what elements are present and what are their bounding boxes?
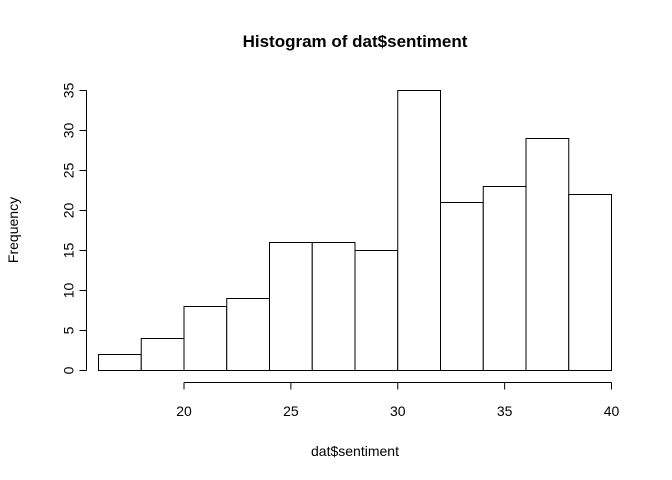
histogram-bar: [269, 242, 313, 371]
histogram-bar: [440, 202, 484, 371]
y-tick-label: 10: [61, 283, 77, 299]
x-axis-label: dat$sentiment: [311, 443, 399, 459]
histogram-bar: [226, 298, 270, 371]
x-axis: 20 25 30 35 40: [176, 382, 620, 419]
histogram-bar: [98, 354, 142, 371]
y-tick-label: 5: [61, 326, 77, 334]
y-tick-label: 0: [61, 366, 77, 374]
y-axis: 0 5 10 15 20 25 30 35: [61, 83, 87, 374]
x-tick-label: 40: [604, 403, 620, 419]
y-tick-label: 30: [61, 123, 77, 139]
histogram-bar: [354, 250, 399, 371]
x-tick-label: 25: [283, 403, 299, 419]
y-tick-label: 35: [61, 83, 77, 99]
y-axis-label: Frequency: [5, 197, 21, 263]
chart-title: Histogram of dat$sentiment: [243, 32, 468, 51]
y-tick-label: 25: [61, 163, 77, 179]
bars-group: [98, 90, 612, 371]
histogram-bar: [482, 186, 527, 371]
histogram-bar: [568, 194, 612, 371]
histogram-bar: [183, 306, 228, 371]
y-tick-label: 20: [61, 203, 77, 219]
x-tick-label: 35: [497, 403, 513, 419]
histogram-bar: [311, 242, 356, 371]
histogram-bar: [397, 90, 441, 371]
histogram-bar: [140, 338, 185, 371]
x-tick-label: 30: [390, 403, 406, 419]
x-tick-label: 20: [176, 403, 192, 419]
y-tick-label: 15: [61, 243, 77, 259]
histogram-bar: [525, 138, 570, 371]
